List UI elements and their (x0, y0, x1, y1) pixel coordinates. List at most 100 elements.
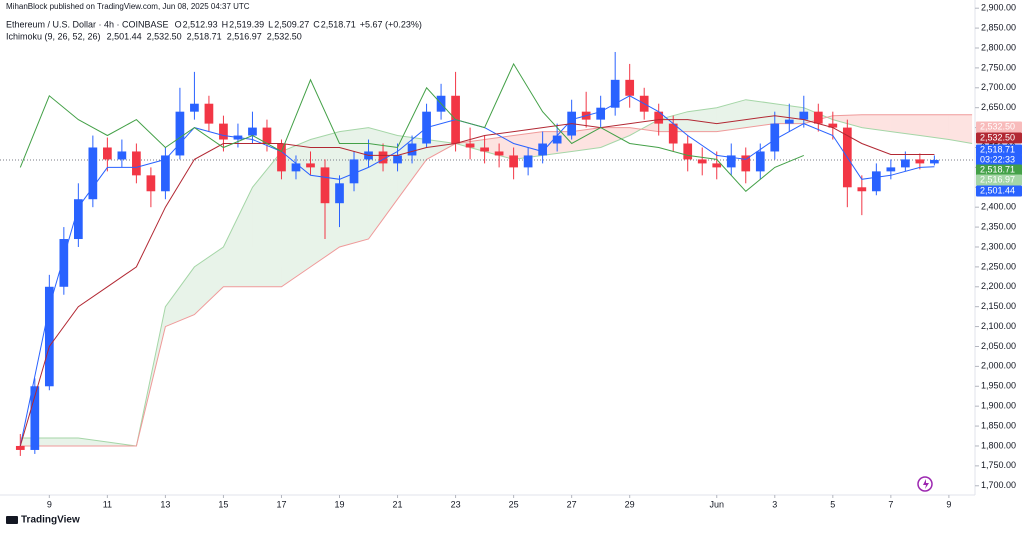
candle-body (901, 159, 910, 168)
candle-body (886, 167, 896, 172)
y-tick-label: 1,800.00 (981, 440, 1016, 450)
cloud (948, 114, 973, 144)
cloud (687, 107, 717, 132)
y-tick-label: 1,950.00 (981, 381, 1016, 391)
y-tick-label: 1,900.00 (981, 401, 1016, 411)
y-tick-label: 2,100.00 (981, 321, 1016, 331)
candle-body (712, 163, 722, 168)
cloud (165, 266, 195, 327)
y-tick-label: 2,350.00 (981, 221, 1016, 231)
candle-body (930, 159, 939, 164)
ohlc-value: 2,512.93 (183, 19, 218, 29)
candle-body (726, 155, 736, 168)
candle-body (161, 155, 170, 192)
legend: Ethereum / U.S. Dollar · 4h · COINBASE O 2… (6, 19, 422, 41)
candle-body (44, 286, 54, 387)
cloud (571, 127, 601, 152)
candle-body (625, 79, 635, 96)
price-label-box (976, 174, 1022, 186)
cloud (919, 114, 949, 140)
price-labels: 2,532.502,532.50 2,518.7103:22:332,518.71… (976, 121, 1022, 197)
ohlc-key: C (313, 19, 320, 29)
candle-body (668, 123, 678, 144)
candle-body (306, 163, 315, 168)
candle-body (813, 111, 823, 124)
price-label-box (976, 154, 1022, 166)
candle-body (509, 155, 518, 168)
x-tick-label: 29 (625, 499, 635, 509)
price-label-box (976, 132, 1022, 144)
candle-body (480, 147, 489, 152)
candle-body (15, 445, 25, 450)
candle-body (335, 183, 344, 204)
candle-body (291, 163, 301, 172)
candle-body (393, 155, 402, 164)
candle-body (103, 147, 112, 160)
indicator-value: 2,518.71 (187, 31, 222, 41)
candle-body (262, 127, 272, 144)
candle-body (610, 79, 620, 108)
ohlc-key: H (222, 19, 229, 29)
y-tick-label: 2,050.00 (981, 341, 1016, 351)
cloud (890, 114, 920, 136)
x-tick-label: 15 (218, 499, 228, 509)
legend-title: Ethereum / U.S. Dollar · 4h · COINBASE (6, 19, 169, 29)
price-label: 2,518.71 (980, 144, 1015, 154)
candle-body (552, 135, 562, 144)
price-label: 2,501.44 (980, 185, 1015, 195)
cloud (223, 187, 253, 287)
candle-body (654, 111, 664, 124)
candle-body (915, 159, 925, 164)
candle-body (277, 143, 286, 172)
price-label-box (976, 185, 1022, 197)
price-label: 2,532.50 (980, 121, 1015, 131)
indicator-value: 2,532.50 (267, 31, 302, 41)
price-label: 2,518.71 (980, 164, 1015, 174)
price-label: 2,532.50 (980, 132, 1015, 142)
x-tick-label: 27 (567, 499, 577, 509)
x-tick-label: 3 (772, 499, 777, 509)
footer: TradingView (21, 515, 80, 526)
x-tick-label: 23 (451, 499, 461, 509)
price-label: 03:22:33 (980, 154, 1015, 164)
icon-bolt (923, 479, 929, 489)
candle-body (697, 159, 707, 164)
candle-body (596, 107, 606, 120)
cloud (745, 99, 775, 128)
x-tick-label: 25 (509, 499, 519, 509)
price-label-box (976, 164, 1022, 176)
candle-body (378, 151, 388, 164)
y-tick-label: 2,300.00 (981, 241, 1016, 251)
candle-body (741, 155, 751, 172)
candle-body (132, 151, 141, 176)
cloud (194, 246, 224, 315)
candle-body (465, 143, 475, 148)
candle-body (73, 199, 83, 240)
candle-body (755, 151, 765, 172)
y-tick-label: 2,400.00 (981, 202, 1016, 212)
indicator-value: 2,532.50 (147, 31, 182, 41)
y-tick-label: 2,200.00 (981, 281, 1016, 291)
cloud (716, 99, 746, 132)
x-tick-label: 9 (47, 499, 52, 509)
price-label: 2,516.97 (980, 174, 1015, 184)
change: +5.67 (+0.23%) (360, 19, 422, 29)
x-tick-label: 21 (393, 499, 403, 509)
candle-body (59, 239, 69, 287)
y-tick-label: 1,850.00 (981, 420, 1016, 430)
candle-body (175, 111, 185, 156)
candle-body (770, 123, 780, 152)
candle-body (784, 119, 794, 124)
indicator-value: 2,516.97 (227, 31, 262, 41)
candle-body (30, 386, 40, 450)
candle-body (219, 123, 228, 140)
cloud (281, 139, 311, 287)
header: MihanBlock published on TradingView.com,… (6, 2, 250, 11)
icon[interactable] (917, 476, 933, 492)
candle-body (248, 127, 257, 136)
y-tick-label: 2,250.00 (981, 261, 1016, 271)
x-tick-label: 19 (335, 499, 345, 509)
candle-body (857, 187, 867, 192)
